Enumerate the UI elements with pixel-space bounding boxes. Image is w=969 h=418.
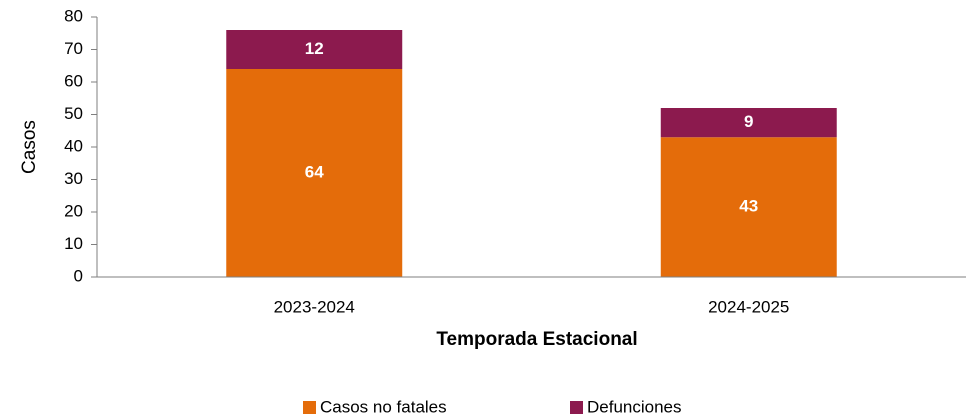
y-tick-label: 0 <box>74 266 83 285</box>
y-tick-label: 60 <box>64 71 83 90</box>
x-tick-label: 2023-2024 <box>274 297 355 316</box>
y-axis-title: Casos <box>19 120 40 174</box>
data-label: 9 <box>744 112 753 131</box>
y-tick-label: 50 <box>64 104 83 123</box>
data-label: 12 <box>305 39 324 58</box>
legend-swatch <box>303 401 316 414</box>
legend-label: Defunciones <box>587 397 682 416</box>
data-label: 43 <box>739 197 758 216</box>
y-tick-label: 70 <box>64 39 83 58</box>
x-axis-title: Temporada Estacional <box>436 329 637 350</box>
y-tick-label: 30 <box>64 169 83 188</box>
y-tick-label: 40 <box>64 136 83 155</box>
data-label: 64 <box>305 162 324 181</box>
bar-segment <box>660 137 837 277</box>
legend-label: Casos no fatales <box>320 397 447 416</box>
bar-segment <box>226 30 403 69</box>
y-tick-label: 20 <box>64 201 83 220</box>
x-tick-label: 2024-2025 <box>708 297 789 316</box>
legend-swatch <box>570 401 583 414</box>
y-tick-label: 80 <box>64 6 83 25</box>
bar-segment <box>226 69 403 277</box>
y-tick-label: 10 <box>64 234 83 253</box>
bar-segment <box>660 108 837 138</box>
